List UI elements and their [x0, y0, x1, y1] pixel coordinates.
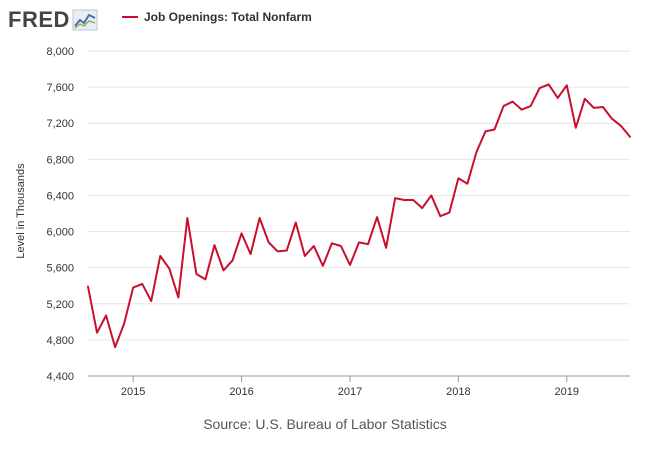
fred-logo[interactable]: FRED: [8, 8, 98, 32]
data-point[interactable]: [510, 99, 516, 105]
data-point[interactable]: [501, 103, 507, 109]
data-point[interactable]: [293, 220, 299, 226]
y-tick-label: 6,800: [46, 154, 74, 166]
y-axis-title: Level in Thousands: [15, 163, 27, 259]
data-point[interactable]: [401, 197, 407, 203]
legend-swatch: [122, 16, 138, 18]
data-point[interactable]: [248, 251, 254, 257]
data-point[interactable]: [257, 215, 263, 221]
data-point[interactable]: [103, 313, 109, 319]
x-tick-label: 2016: [229, 386, 253, 398]
data-point[interactable]: [537, 85, 543, 91]
data-point[interactable]: [239, 230, 245, 236]
data-point[interactable]: [546, 81, 552, 87]
data-point[interactable]: [383, 245, 389, 251]
data-point[interactable]: [627, 134, 633, 140]
data-point[interactable]: [221, 267, 227, 273]
data-point[interactable]: [600, 104, 606, 110]
data-point[interactable]: [193, 271, 199, 277]
data-point[interactable]: [492, 127, 498, 133]
y-tick-label: 7,200: [46, 118, 74, 130]
data-point[interactable]: [419, 205, 425, 211]
data-point[interactable]: [555, 95, 561, 101]
series-line-job-openings[interactable]: [87, 83, 631, 349]
data-point[interactable]: [230, 257, 236, 263]
data-point[interactable]: [464, 181, 470, 187]
x-tick-label: 2017: [338, 386, 362, 398]
grid-lines: [88, 50, 630, 377]
y-tick-label: 5,600: [46, 263, 74, 275]
data-point[interactable]: [573, 125, 579, 131]
data-point[interactable]: [519, 107, 525, 113]
x-axis: [88, 375, 630, 382]
y-tick-label: 7,600: [46, 82, 74, 94]
data-point[interactable]: [410, 197, 416, 203]
data-point[interactable]: [338, 243, 344, 249]
data-point[interactable]: [266, 239, 272, 245]
data-point[interactable]: [365, 241, 371, 247]
data-point[interactable]: [428, 192, 434, 198]
data-point[interactable]: [347, 262, 353, 268]
data-point[interactable]: [437, 213, 443, 219]
data-point[interactable]: [329, 240, 335, 246]
data-point[interactable]: [591, 105, 597, 111]
y-tick-label: 5,200: [46, 299, 74, 311]
data-point[interactable]: [609, 116, 615, 122]
x-tick-label: 2015: [121, 386, 145, 398]
y-tick-label: 6,000: [46, 227, 74, 239]
data-point[interactable]: [121, 321, 127, 327]
data-point[interactable]: [582, 96, 588, 102]
data-point[interactable]: [211, 242, 217, 248]
data-point[interactable]: [302, 253, 308, 259]
legend-label: Job Openings: Total Nonfarm: [144, 10, 312, 24]
y-axis-tick-labels: 4,400 4,800 5,200 5,600 6,000 6,400 6,800 7,200…: [46, 46, 74, 383]
x-tick-label: 2019: [555, 386, 579, 398]
data-point[interactable]: [528, 103, 534, 109]
y-tick-label: 6,400: [46, 190, 74, 202]
data-point[interactable]: [446, 210, 452, 216]
y-tick-label: 8,000: [46, 46, 74, 58]
data-point[interactable]: [166, 266, 172, 272]
data-point[interactable]: [130, 285, 136, 291]
chart-header: FRED Job Openings: Total Nonfarm: [0, 0, 650, 38]
data-point[interactable]: [85, 284, 91, 290]
source-caption: Source: U.S. Bureau of Labor Statistics: [203, 416, 447, 432]
data-point[interactable]: [618, 123, 624, 129]
series-layer: [85, 81, 633, 350]
data-point[interactable]: [94, 330, 100, 336]
data-point[interactable]: [482, 128, 488, 134]
fred-logo-text: FRED: [8, 7, 70, 32]
line-chart-icon: [72, 9, 98, 31]
data-point[interactable]: [311, 243, 317, 249]
y-tick-label: 4,800: [46, 335, 74, 347]
data-point[interactable]: [157, 253, 163, 259]
data-point[interactable]: [564, 82, 570, 88]
data-point[interactable]: [139, 281, 145, 287]
data-point[interactable]: [473, 149, 479, 155]
x-axis-tick-labels: 2015 2016 2017 2018 2019: [121, 386, 579, 398]
data-point[interactable]: [455, 175, 461, 181]
data-point[interactable]: [202, 276, 208, 282]
data-point[interactable]: [392, 195, 398, 201]
data-point[interactable]: [184, 215, 190, 221]
chart-legend[interactable]: Job Openings: Total Nonfarm: [122, 10, 312, 24]
y-tick-label: 4,400: [46, 371, 74, 383]
data-point[interactable]: [284, 248, 290, 254]
data-point[interactable]: [374, 214, 380, 220]
data-point[interactable]: [320, 263, 326, 269]
data-point[interactable]: [356, 239, 362, 245]
data-point[interactable]: [275, 248, 281, 254]
data-point[interactable]: [112, 344, 118, 350]
x-tick-label: 2018: [446, 386, 470, 398]
data-point[interactable]: [148, 298, 154, 304]
data-point[interactable]: [175, 294, 181, 300]
